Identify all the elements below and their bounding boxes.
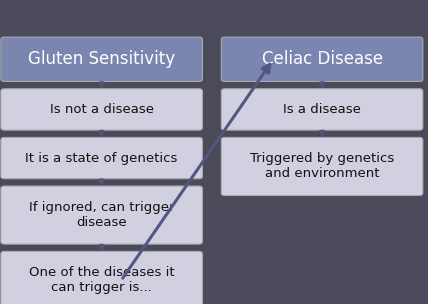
FancyBboxPatch shape	[1, 251, 202, 304]
Text: Gluten Sensitivity: Gluten Sensitivity	[28, 50, 175, 68]
Text: Is a disease: Is a disease	[283, 103, 361, 116]
Text: One of the diseases it
can trigger is...: One of the diseases it can trigger is...	[29, 266, 175, 295]
Text: Triggered by genetics
and environment: Triggered by genetics and environment	[250, 152, 394, 181]
Text: It is a state of genetics: It is a state of genetics	[25, 152, 178, 164]
Text: Celiac Disease: Celiac Disease	[262, 50, 383, 68]
FancyBboxPatch shape	[221, 89, 423, 130]
FancyBboxPatch shape	[1, 89, 202, 130]
FancyBboxPatch shape	[1, 137, 202, 179]
FancyBboxPatch shape	[1, 37, 202, 81]
Text: If ignored, can trigger
disease: If ignored, can trigger disease	[29, 201, 174, 229]
FancyBboxPatch shape	[1, 186, 202, 244]
Text: Is not a disease: Is not a disease	[50, 103, 154, 116]
FancyBboxPatch shape	[221, 137, 423, 195]
FancyBboxPatch shape	[221, 37, 423, 81]
